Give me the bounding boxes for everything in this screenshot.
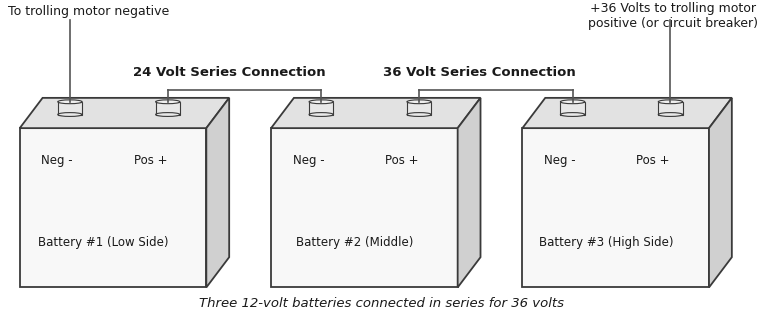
Polygon shape xyxy=(658,102,683,115)
Text: Battery #3 (High Side): Battery #3 (High Side) xyxy=(539,236,674,249)
Ellipse shape xyxy=(658,113,683,116)
Ellipse shape xyxy=(560,113,584,116)
Ellipse shape xyxy=(156,100,180,104)
Ellipse shape xyxy=(407,113,431,116)
Ellipse shape xyxy=(560,100,584,104)
Text: Neg -: Neg - xyxy=(41,154,72,166)
Polygon shape xyxy=(523,98,732,128)
Ellipse shape xyxy=(58,100,82,104)
Text: Neg -: Neg - xyxy=(292,154,324,166)
Text: Pos +: Pos + xyxy=(134,154,167,166)
Ellipse shape xyxy=(309,100,333,104)
Text: +36 Volts to trolling motor
positive (or circuit breaker): +36 Volts to trolling motor positive (or… xyxy=(588,2,758,30)
Text: Battery #1 (Low Side): Battery #1 (Low Side) xyxy=(38,236,169,249)
Ellipse shape xyxy=(309,113,333,116)
Polygon shape xyxy=(458,98,481,287)
Polygon shape xyxy=(156,102,180,115)
Text: 24 Volt Series Connection: 24 Volt Series Connection xyxy=(133,66,326,79)
Polygon shape xyxy=(271,128,458,287)
Text: Three 12-volt batteries connected in series for 36 volts: Three 12-volt batteries connected in ser… xyxy=(199,297,564,310)
Polygon shape xyxy=(20,128,206,287)
Text: Pos +: Pos + xyxy=(385,154,418,166)
Text: 36 Volt Series Connection: 36 Volt Series Connection xyxy=(382,66,575,79)
Text: Pos +: Pos + xyxy=(636,154,670,166)
Polygon shape xyxy=(20,98,229,128)
Text: To trolling motor negative: To trolling motor negative xyxy=(8,5,169,19)
Polygon shape xyxy=(58,102,82,115)
Polygon shape xyxy=(560,102,584,115)
Polygon shape xyxy=(206,98,229,287)
Polygon shape xyxy=(523,128,709,287)
Polygon shape xyxy=(309,102,333,115)
Polygon shape xyxy=(709,98,732,287)
Ellipse shape xyxy=(58,113,82,116)
Ellipse shape xyxy=(156,113,180,116)
Ellipse shape xyxy=(407,100,431,104)
Polygon shape xyxy=(271,98,481,128)
Text: Battery #2 (Middle): Battery #2 (Middle) xyxy=(296,236,414,249)
Polygon shape xyxy=(407,102,431,115)
Ellipse shape xyxy=(658,100,683,104)
Text: Neg -: Neg - xyxy=(544,154,575,166)
